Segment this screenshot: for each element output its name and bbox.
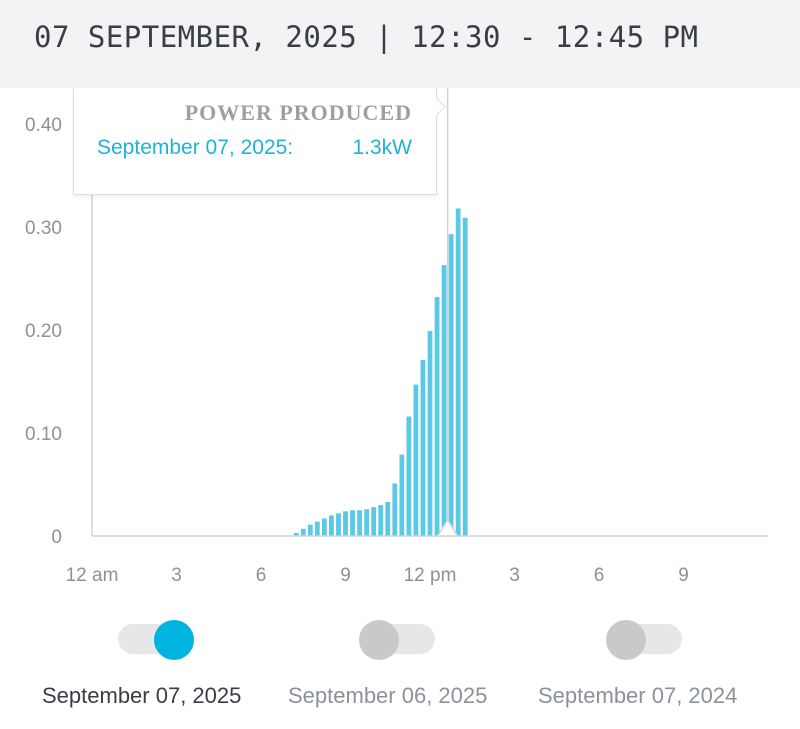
chart-bar	[434, 297, 440, 536]
chart-bar	[371, 507, 377, 536]
chart-bar	[448, 234, 454, 536]
y-tick-label: 0.40	[25, 115, 62, 136]
header-bar: 07 SEPTEMBER, 2025 | 12:30 - 12:45 PM	[0, 0, 800, 88]
chart-bar	[300, 528, 306, 536]
chart-bar	[392, 483, 398, 536]
chart-bar	[385, 502, 391, 536]
chart-bar	[350, 510, 355, 536]
tooltip-date: September 07, 2025:	[97, 136, 294, 159]
chart-bar	[293, 532, 299, 536]
x-tick-label: 6	[256, 565, 267, 586]
toggle-label-sep-07-2024[interactable]: September 07, 2024	[538, 683, 738, 708]
chart-bar	[314, 521, 320, 536]
chart-bar	[420, 359, 426, 536]
chart-bar	[413, 384, 419, 536]
chart-bar	[357, 510, 362, 536]
y-tick-label: 0.20	[25, 321, 62, 342]
y-tick-label: 0.30	[25, 218, 62, 239]
power-chart: 0 0.10 0.20 0.30 0.40 12 am 3 6 9 12 pm 3 6 9	[25, 88, 768, 586]
selection-marker-icon	[436, 518, 459, 537]
x-tick-label: 6	[594, 565, 605, 586]
chart-bar	[455, 208, 461, 536]
chart-bar	[406, 416, 412, 536]
y-tick-label: 0.10	[25, 424, 62, 445]
x-tick-label: 3	[509, 565, 520, 586]
chart-bar	[427, 331, 433, 536]
toggle-label-sep-06-2025[interactable]: September 06, 2025	[288, 683, 488, 708]
x-tick-label: 12 pm	[404, 565, 457, 586]
toggle-knob[interactable]	[359, 620, 399, 660]
x-tick-label: 3	[171, 565, 182, 586]
header-title: 07 SEPTEMBER, 2025 | 12:30 - 12:45 PM	[34, 20, 699, 54]
chart-bar	[378, 505, 384, 536]
chart-bar	[329, 515, 334, 536]
chart-bar	[307, 524, 313, 536]
chart-bar	[462, 217, 468, 537]
chart-bar	[399, 454, 405, 536]
chart-bar	[321, 518, 327, 536]
x-tick-label: 9	[678, 565, 689, 586]
chart-bar	[441, 265, 447, 536]
x-tick-label: 12 am	[66, 565, 119, 586]
x-tick-label: 9	[340, 565, 351, 586]
power-tooltip: POWER PRODUCED September 07, 2025: 1.3kW	[73, 88, 437, 195]
toggle-knob[interactable]	[606, 620, 646, 660]
chart-bar	[343, 511, 348, 536]
chart-bar	[364, 509, 370, 536]
tooltip-title: POWER PRODUCED	[184, 100, 412, 125]
chart-bar	[336, 513, 341, 536]
tooltip-value: 1.3kW	[352, 136, 412, 159]
y-tick-label: 0	[51, 527, 62, 548]
toggle-label-sep-07-2025[interactable]: September 07, 2025	[42, 683, 242, 708]
toggle-knob[interactable]	[154, 620, 194, 660]
